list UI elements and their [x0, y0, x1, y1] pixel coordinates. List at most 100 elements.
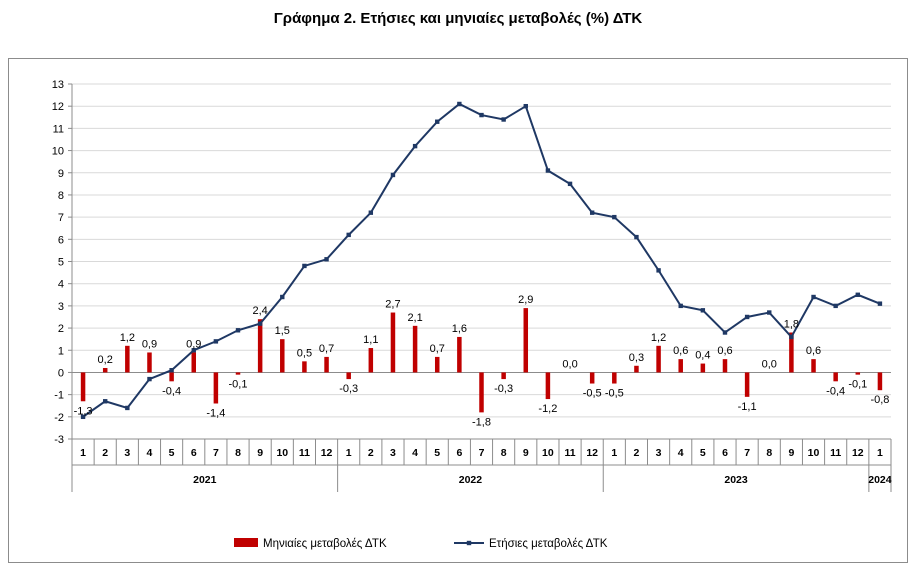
data-label-monthly: 0,9: [142, 338, 157, 350]
bar-monthly-change: [501, 372, 506, 380]
x-tick-label-month: 2: [102, 447, 108, 459]
x-tick-label-month: 9: [788, 447, 794, 459]
x-tick-label-month: 3: [656, 447, 662, 459]
bar-monthly-change: [811, 359, 816, 373]
data-label-monthly: -1,8: [472, 416, 491, 428]
point-annual-change: [523, 103, 528, 109]
x-tick-label-month: 1: [877, 447, 883, 459]
bar-monthly-change: [324, 356, 329, 373]
data-label-monthly: -1,4: [206, 408, 225, 420]
data-label-monthly: -1,3: [74, 405, 93, 417]
bar-monthly-change: [169, 372, 174, 382]
bar-monthly-change: [235, 372, 241, 375]
y-tick-label: 2: [58, 323, 64, 335]
data-label-monthly: 1,8: [784, 319, 799, 331]
bar-monthly-change: [368, 348, 374, 373]
point-annual-change: [700, 308, 706, 313]
bar-monthly-change: [102, 368, 108, 373]
bar-monthly-change: [302, 361, 307, 373]
x-tick-label-month: 12: [586, 447, 598, 459]
y-tick-label: 8: [58, 190, 64, 202]
point-annual-change: [877, 301, 883, 306]
x-tick-label-month: 4: [147, 447, 153, 459]
data-label-monthly: 2,9: [518, 294, 533, 306]
y-tick-label: 10: [52, 146, 64, 158]
data-label-monthly: 2,7: [385, 299, 400, 311]
data-label-monthly: -0,1: [848, 379, 867, 391]
data-label-monthly: 0,6: [717, 345, 732, 357]
point-annual-change: [257, 321, 263, 326]
bar-monthly-change: [589, 372, 595, 384]
x-tick-label-month: 1: [346, 447, 352, 459]
x-tick-label-month: 8: [766, 447, 772, 459]
y-tick-label: 1: [58, 345, 64, 357]
point-annual-change: [324, 257, 329, 262]
bar-monthly-change: [656, 345, 661, 373]
point-annual-change: [479, 112, 484, 118]
point-annual-change: [80, 414, 86, 420]
x-group-label-year: 2022: [459, 474, 483, 486]
x-tick-label-month: 11: [299, 447, 310, 459]
x-group-label-year: 2021: [193, 474, 217, 486]
x-tick-label-month: 3: [390, 447, 396, 459]
bar-monthly-change: [434, 356, 440, 373]
data-label-monthly: -1,2: [538, 403, 557, 415]
y-tick-label: 7: [58, 212, 64, 224]
bar-monthly-change: [280, 339, 285, 373]
x-tick-label-month: 10: [276, 447, 288, 459]
x-tick-label-month: 1: [80, 447, 86, 459]
bar-monthly-change: [191, 352, 196, 373]
legend-marker-annual: [466, 540, 472, 546]
y-tick-label: 6: [58, 234, 64, 246]
point-annual-change: [147, 376, 152, 382]
point-annual-change: [722, 330, 728, 335]
y-tick-label: 0: [58, 367, 64, 379]
y-tick-label: 5: [58, 257, 64, 269]
x-tick-label-month: 11: [830, 447, 841, 459]
data-label-monthly: -0,4: [162, 385, 181, 397]
y-tick-label: 9: [58, 168, 64, 180]
data-label-monthly: 1,5: [275, 325, 290, 337]
point-annual-change: [235, 328, 241, 333]
point-annual-change: [435, 119, 440, 124]
bar-monthly-change: [634, 365, 639, 373]
point-annual-change: [103, 399, 108, 404]
bar-monthly-change: [877, 372, 883, 391]
bar-monthly-change: [213, 372, 219, 404]
bar-monthly-change: [722, 359, 728, 373]
x-tick-label-month: 5: [700, 447, 706, 459]
x-tick-label-month: 9: [523, 447, 529, 459]
point-annual-change: [855, 292, 860, 297]
x-tick-label-month: 6: [191, 447, 197, 459]
x-tick-label-month: 8: [235, 447, 241, 459]
y-tick-label: 11: [53, 123, 64, 135]
point-annual-change: [346, 232, 351, 238]
x-tick-label-month: 2: [634, 447, 640, 459]
data-label-monthly: -0,3: [494, 383, 513, 395]
point-annual-change: [811, 294, 816, 300]
bar-monthly-change: [700, 363, 706, 373]
data-label-monthly: 0,6: [806, 345, 821, 357]
point-annual-change: [390, 172, 396, 178]
bar-monthly-change: [80, 372, 86, 402]
data-label-monthly: -0,4: [826, 385, 845, 397]
point-annual-change: [767, 310, 772, 315]
x-tick-label-month: 10: [542, 447, 554, 459]
x-tick-label-month: 6: [456, 447, 462, 459]
x-tick-label-month: 2: [368, 447, 374, 459]
y-tick-label: 12: [52, 101, 64, 113]
data-label-monthly: 0,2: [98, 354, 113, 366]
x-tick-label-month: 3: [124, 447, 130, 459]
data-label-monthly: 0,5: [297, 347, 312, 359]
legend-label-annual: Ετήσιες μεταβολές ΔΤΚ: [489, 538, 608, 550]
data-label-monthly: -0,5: [605, 388, 624, 400]
x-tick-label-month: 4: [412, 447, 418, 459]
point-annual-change: [457, 101, 462, 107]
x-tick-label-month: 9: [257, 447, 263, 459]
data-label-monthly: -0,5: [583, 388, 602, 400]
bar-monthly-change: [744, 372, 750, 397]
legend-swatch-monthly: [234, 538, 258, 547]
point-annual-change: [567, 181, 573, 187]
data-label-monthly: -0,3: [339, 383, 358, 395]
bar-monthly-change: [257, 319, 263, 373]
